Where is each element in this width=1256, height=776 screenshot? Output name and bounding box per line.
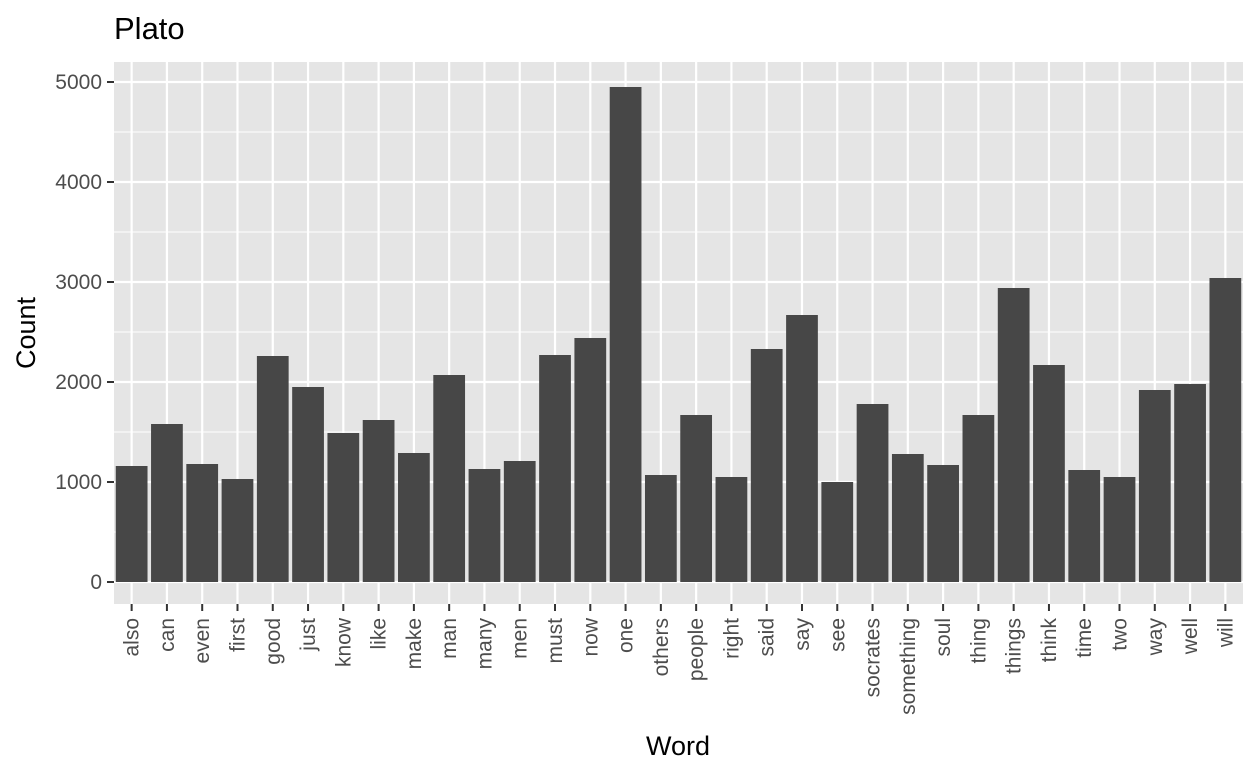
x-axis: also can even first good just know like make man m… [121,604,1237,715]
bar-men [503,461,536,582]
x-tick-label-know: know [332,617,355,667]
x-tick-label-way: way [1144,618,1167,657]
bar-like [362,420,395,582]
bar-socrates [856,404,889,582]
bar-one [609,87,642,582]
x-tick-label-socrates: socrates [862,618,885,697]
y-tick-label: 0 [90,571,102,594]
y-tick-label: 5000 [55,71,102,94]
x-tick-label-people: people [685,618,708,681]
x-tick-label-also: also [121,618,144,657]
bar-even [186,464,219,582]
bar-others [644,475,677,582]
x-tick-label-something: something [897,618,920,715]
x-tick-label-first: first [226,618,249,652]
bar-also [115,466,148,582]
bar-way [1138,390,1171,582]
x-tick-label-others: others [650,618,673,676]
y-axis-title: Count [11,296,41,369]
bar-many [468,469,501,582]
bar-think [1033,365,1065,582]
x-tick-label-good: good [262,618,285,665]
bar-will [1209,278,1242,582]
bar-must [539,355,571,582]
bar-soul [927,465,959,582]
x-tick-label-say: say [791,618,814,651]
bars [115,87,1242,582]
bar-thing [962,415,995,582]
bar-good [256,356,289,582]
x-tick-label-think: think [1038,618,1061,663]
x-tick-label-time: time [1073,618,1096,658]
x-tick-label-thing: thing [967,618,990,664]
y-tick-label: 4000 [55,171,102,194]
bar-things [997,288,1030,582]
x-tick-label-will: will [1214,618,1237,648]
bar-now [574,338,607,582]
bar-people [680,415,713,582]
y-axis: 0 1000 2000 3000 4000 5000 [55,71,114,594]
x-tick-label-soul: soul [932,618,955,657]
x-tick-label-even: even [191,618,214,664]
bar-right [715,477,748,582]
x-axis-title: Word [646,731,710,761]
x-tick-label-things: things [1003,618,1026,674]
chart-title: Plato [114,11,185,46]
x-tick-label-can: can [156,618,179,652]
y-tick-label: 2000 [55,371,102,394]
x-tick-label-men: men [509,618,532,659]
bar-know [327,433,360,582]
x-tick-label-like: like [368,618,391,650]
x-tick-label-see: see [826,618,849,652]
x-tick-label-now: now [579,617,602,656]
bar-something [891,454,924,582]
bar-two [1103,477,1136,582]
bar-said [750,349,783,582]
x-tick-label-right: right [720,618,743,659]
bar-just [292,387,324,582]
x-tick-label-two: two [1109,618,1132,651]
x-tick-label-man: man [438,618,461,659]
x-tick-label-said: said [756,618,779,657]
bar-say [786,315,818,582]
x-tick-label-must: must [544,618,567,664]
bar-see [821,482,854,582]
bar-well [1174,384,1206,582]
bar-first [221,479,254,582]
bar-time [1068,470,1101,582]
x-tick-label-just: just [297,618,320,652]
x-tick-label-one: one [615,618,638,653]
bar-can [151,424,183,582]
y-tick-label: 1000 [55,471,102,494]
x-tick-label-well: well [1179,618,1202,655]
bar-man [433,375,466,582]
y-tick-label: 3000 [55,271,102,294]
x-tick-label-make: make [403,618,426,669]
bar-make [398,453,430,582]
x-tick-label-many: many [473,618,496,670]
